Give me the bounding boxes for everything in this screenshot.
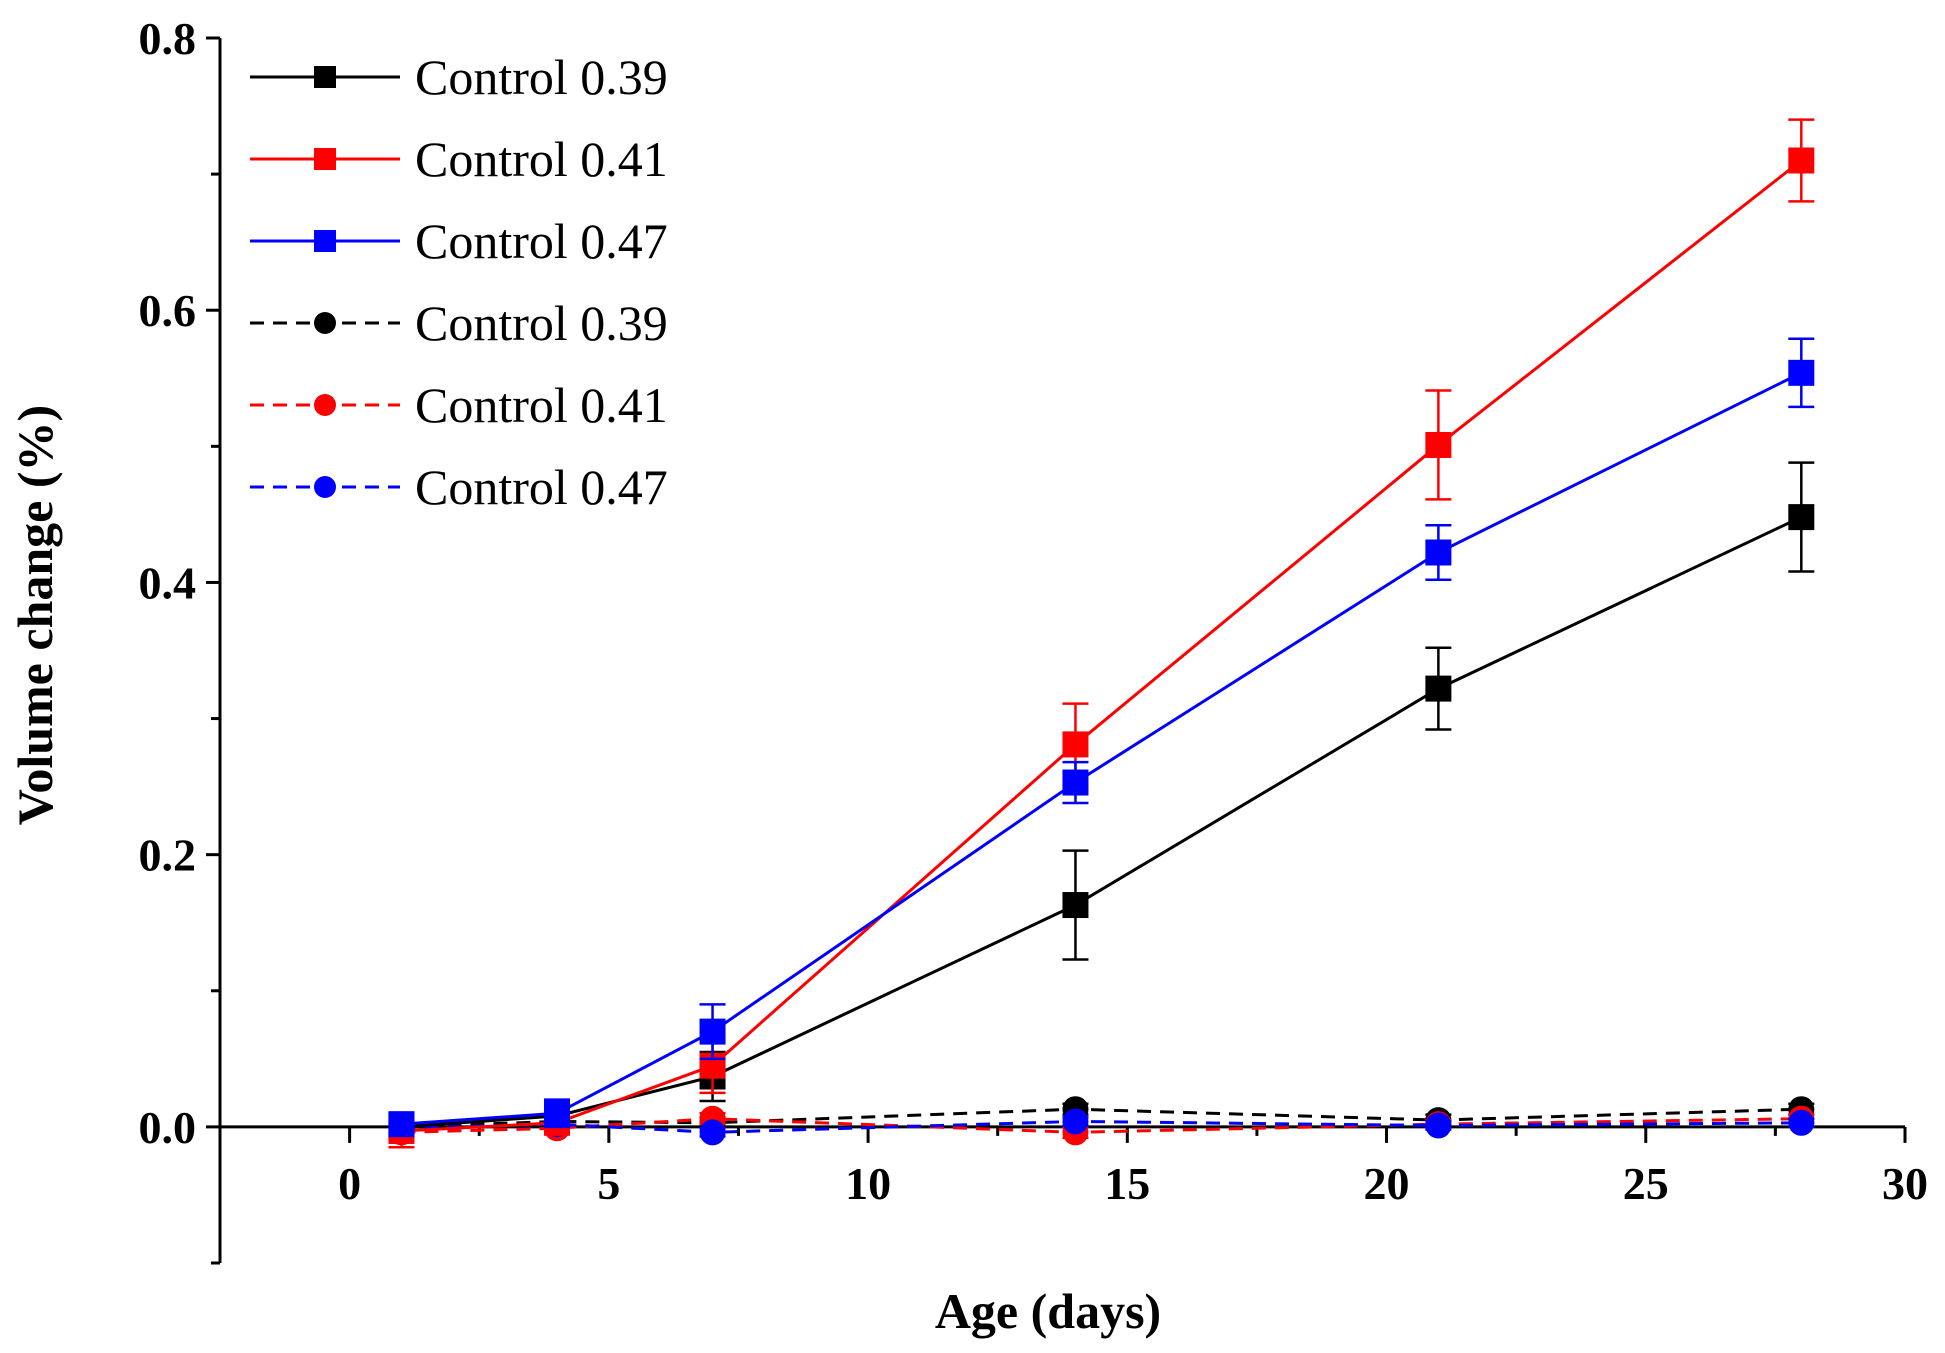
x-axis-title: Age (days)	[935, 1283, 1161, 1339]
data-point-circle	[1425, 1112, 1452, 1139]
y-axis-title: Volume change (%)	[7, 405, 63, 825]
series-layer	[388, 118, 1815, 1149]
y-tick-label: 0.2	[139, 830, 197, 881]
data-point-square	[1425, 431, 1452, 458]
data-point-square	[388, 1111, 415, 1138]
legend-label: Control 0.39	[415, 49, 668, 105]
legend-marker-square	[314, 230, 336, 252]
x-tick-label: 10	[845, 1158, 891, 1209]
data-point-square	[699, 1018, 726, 1045]
legend-marker-circle	[314, 312, 336, 334]
series-3	[388, 337, 1815, 1138]
series-2	[388, 118, 1815, 1149]
x-tick-label: 5	[597, 1158, 620, 1209]
data-point-square	[1788, 359, 1815, 386]
series-line	[401, 1119, 1802, 1134]
data-point-circle	[1788, 1109, 1815, 1136]
data-point-square	[544, 1100, 570, 1127]
data-point-square	[1425, 539, 1452, 566]
y-tick-label: 0.4	[139, 557, 197, 608]
data-point-square	[1062, 892, 1089, 919]
data-point-square	[1425, 675, 1452, 702]
y-tick-label: 0.6	[139, 285, 197, 336]
legend-label: Control 0.39	[415, 295, 668, 351]
series-1	[388, 461, 1815, 1140]
legend-marker-circle	[314, 476, 336, 498]
series-line	[401, 159, 1803, 1133]
x-tick-label: 15	[1104, 1158, 1150, 1209]
axes: 0.0 0.2 0.4 0.6 0.8 0 5 10 15 20 25 30	[139, 13, 1928, 1265]
legend-label: Control 0.47	[415, 213, 668, 269]
series-line	[401, 1107, 1802, 1129]
legend: Control 0.39 Control 0.41 Control 0.47 Cont…	[250, 49, 668, 515]
x-tick-label: 25	[1623, 1158, 1669, 1209]
series-4	[388, 1096, 1815, 1140]
data-point-circle	[699, 1119, 726, 1146]
data-point-square	[1788, 147, 1815, 174]
data-point-square	[1788, 504, 1815, 531]
y-tick-label: 0.8	[139, 13, 197, 64]
data-point-circle	[1062, 1108, 1089, 1135]
x-tick-label: 0	[338, 1158, 361, 1209]
data-point-square	[1062, 769, 1089, 796]
data-point-square	[1062, 731, 1089, 758]
series-line	[401, 515, 1802, 1129]
legend-marker-circle	[314, 394, 336, 416]
x-tick-label: 20	[1364, 1158, 1410, 1209]
legend-marker-square	[314, 148, 336, 170]
legend-label: Control 0.41	[415, 131, 668, 187]
legend-marker-square	[314, 66, 336, 88]
series-line	[401, 371, 1802, 1126]
y-tick-label: 0.0	[139, 1102, 197, 1153]
x-tick-label: 30	[1882, 1158, 1928, 1209]
legend-label: Control 0.47	[415, 459, 668, 515]
legend-label: Control 0.41	[415, 377, 668, 433]
